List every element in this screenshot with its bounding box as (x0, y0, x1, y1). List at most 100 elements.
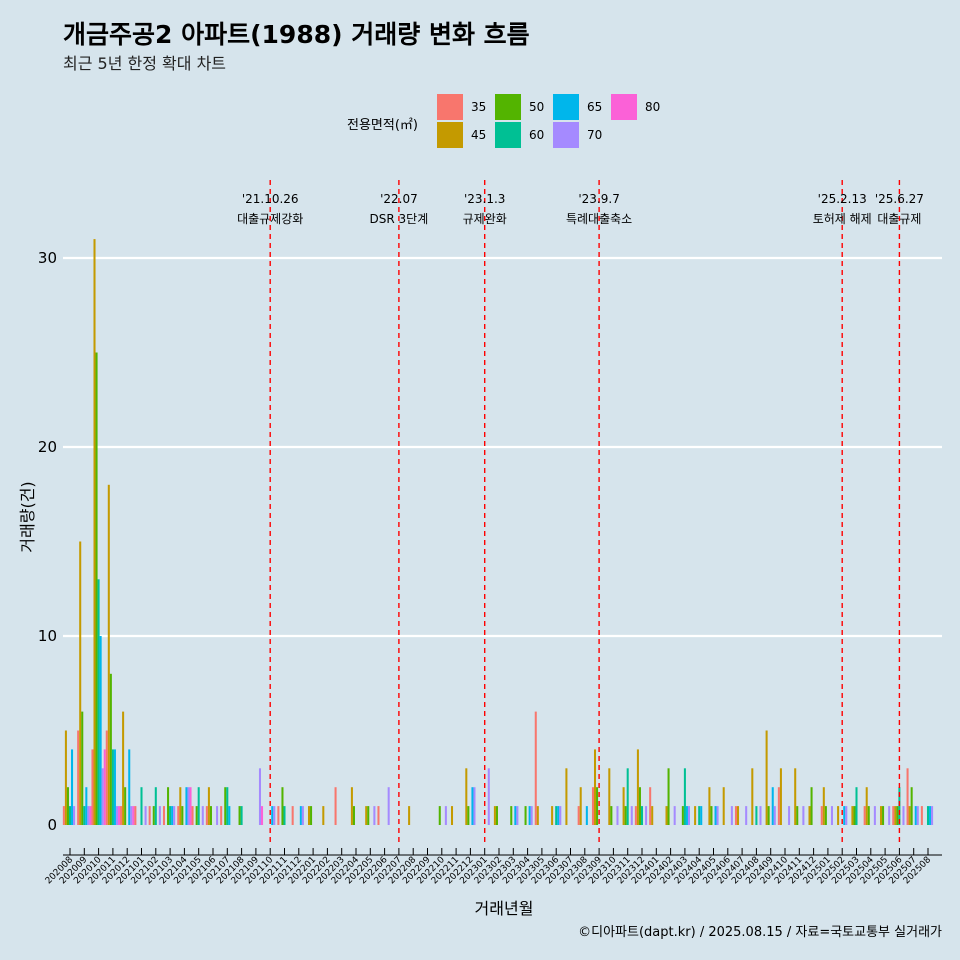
bar-202009-70 (87, 806, 90, 825)
bar-202010-50 (95, 352, 98, 825)
bar-202309-35 (591, 787, 594, 825)
x-axis: 2020082020092020102020112020122021012021… (44, 848, 942, 886)
bar-202009-60 (83, 806, 86, 825)
legend-swatch-35 (437, 94, 463, 120)
bar-202412-50 (810, 787, 813, 825)
bar-202012-70 (130, 806, 133, 825)
bar-202112-65 (299, 806, 302, 825)
bar-202411-70 (802, 806, 805, 825)
legend-label-45: 45 (471, 128, 486, 142)
bar-202107-60 (226, 787, 229, 825)
bar-202206-35 (377, 806, 380, 825)
bar-202102-70 (158, 806, 161, 825)
bar-202407-35 (734, 806, 737, 825)
bar-202302-45 (493, 806, 496, 825)
bar-202405-65 (714, 806, 717, 825)
bar-202012-50 (124, 787, 127, 825)
bar-202106-45 (207, 787, 210, 825)
legend-title: 전용면적(㎡) (347, 118, 418, 133)
bar-202409-45 (765, 730, 768, 825)
legend-label-60: 60 (529, 128, 544, 142)
legend-swatch-50 (495, 94, 521, 120)
bar-202206-70 (387, 787, 390, 825)
bar-202501-45 (822, 787, 825, 825)
bar-202105-60 (197, 787, 200, 825)
bars (62, 239, 934, 826)
bar-202102-50 (152, 806, 155, 825)
legend-swatch-65 (553, 94, 579, 120)
bar-202505-50 (882, 806, 885, 825)
bar-202410-45 (779, 768, 782, 825)
bar-202112-35 (291, 806, 294, 825)
bar-202403-50 (681, 806, 684, 825)
bar-202101-60 (140, 787, 143, 825)
legend-label-65: 65 (587, 100, 602, 114)
bar-202306-70 (559, 806, 562, 825)
bar-202309-50 (596, 787, 599, 825)
bar-202106-50 (209, 806, 212, 825)
bar-202305-35 (534, 711, 537, 825)
bar-202506-50 (896, 806, 899, 825)
bar-202303-50 (510, 806, 513, 825)
event-date-0: '21.10.26 (242, 192, 299, 206)
bar-202310-50 (610, 806, 613, 825)
bar-202507-35 (906, 768, 909, 825)
bar-202408-70 (759, 806, 762, 825)
bar-202506-35 (892, 806, 895, 825)
bar-202008-60 (68, 806, 72, 825)
event-date-3: '23.9.7 (578, 192, 619, 206)
bar-202504-50 (867, 806, 870, 825)
bar-202508-70 (931, 806, 934, 825)
bar-202202-45 (322, 806, 325, 825)
bar-202507-65 (914, 806, 917, 825)
bar-202009-65 (85, 787, 88, 825)
bar-202201-50 (310, 806, 313, 825)
bar-202204-50 (352, 806, 355, 825)
bar-202403-70 (687, 806, 690, 825)
bar-202306-45 (551, 806, 554, 825)
bar-202111-50 (281, 787, 284, 825)
bar-202502-65 (843, 806, 846, 825)
bar-202507-50 (910, 787, 913, 825)
bar-202201-45 (307, 806, 311, 825)
bar-202505-70 (888, 806, 891, 825)
bar-202011-45 (107, 484, 110, 825)
bar-202011-60 (111, 749, 114, 825)
bar-202508-35 (920, 806, 923, 825)
event-label-4: 토허제 해제 (813, 212, 872, 226)
bar-202411-45 (794, 768, 797, 825)
bar-202310-45 (608, 768, 611, 825)
bar-202107-50 (224, 787, 227, 825)
legend-label-80: 80 (645, 100, 660, 114)
bar-202501-35 (820, 806, 823, 825)
y-axis: 0 10 20 30 (38, 249, 57, 834)
bar-202405-70 (716, 806, 719, 825)
bar-202406-70 (730, 806, 733, 825)
bar-202411-50 (796, 806, 799, 825)
bar-202306-65 (557, 806, 560, 825)
bar-202104-70 (187, 787, 190, 825)
bar-202508-65 (929, 806, 932, 825)
bar-202104-35 (177, 806, 180, 825)
bar-202212-45 (465, 768, 468, 825)
bar-202212-50 (467, 806, 470, 825)
bar-202111-35 (277, 806, 280, 825)
event-date-1: '22.07 (380, 192, 418, 206)
legend-swatch-80 (611, 94, 637, 120)
bar-202302-50 (495, 806, 498, 825)
bar-202104-80 (189, 787, 192, 825)
bar-202210-70 (444, 806, 447, 825)
bar-202409-50 (767, 806, 770, 825)
bar-202407-70 (745, 806, 748, 825)
event-date-2: '23.1.3 (464, 192, 505, 206)
bar-202009-80 (89, 806, 92, 825)
bar-202208-45 (408, 806, 411, 825)
bar-202101-70 (144, 806, 147, 825)
bar-202104-50 (181, 806, 184, 825)
bar-202109-80 (261, 806, 264, 825)
bar-202008-70 (73, 806, 76, 825)
y-axis-label: 거래량(건) (18, 481, 37, 552)
bar-202408-45 (751, 768, 754, 825)
bar-202404-60 (698, 806, 701, 825)
bar-202404-45 (694, 806, 697, 825)
